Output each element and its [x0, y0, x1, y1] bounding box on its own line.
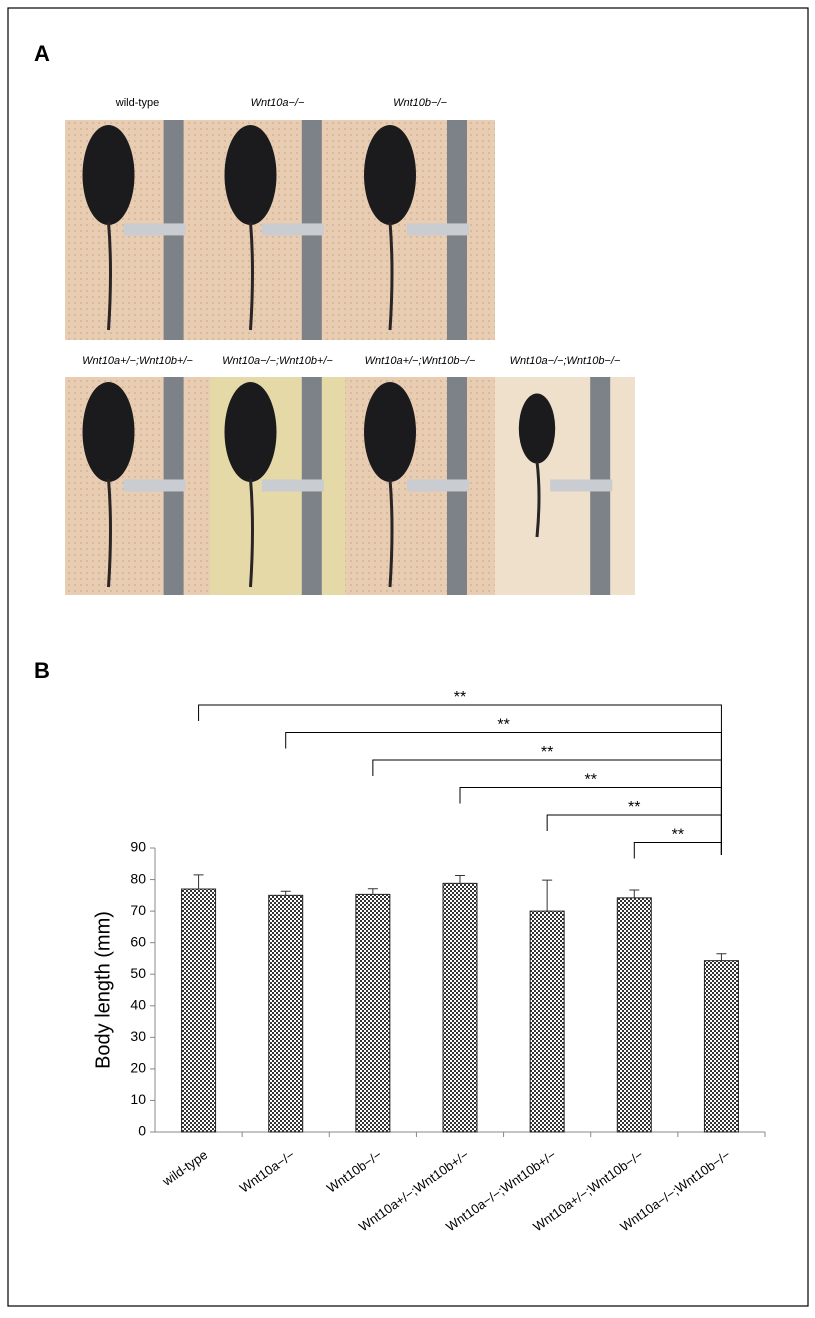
panel-label: B	[34, 658, 50, 683]
significance-bracket	[460, 788, 721, 856]
mouse-body	[364, 382, 416, 482]
y-axis-label: Body length (mm)	[92, 911, 114, 1069]
caliper	[407, 223, 469, 235]
figure: A B wild-type Wnt10a−/− Wnt10b−/− Wnt10a+/−…	[0, 0, 815, 1313]
caliper	[262, 223, 324, 235]
panel-label: A	[34, 41, 50, 66]
mouse-body	[364, 125, 416, 225]
x-tick-label: Wnt10a−/−	[237, 1147, 298, 1196]
bar	[443, 883, 477, 1132]
bar	[617, 898, 651, 1132]
y-tick-label: 30	[130, 1028, 146, 1044]
significance-label: **	[672, 827, 684, 844]
error-bar	[629, 890, 639, 898]
error-bar	[368, 889, 378, 895]
x-tick-label: wild-type	[159, 1147, 210, 1189]
photo-label: Wnt10b−/−	[393, 97, 447, 109]
y-tick-label: 10	[130, 1091, 146, 1107]
bar	[269, 895, 303, 1132]
photo-label: Wnt10a+/−;Wnt10b+/−	[82, 355, 193, 367]
error-bar	[281, 891, 291, 895]
mouse-body	[519, 394, 555, 464]
photo-label: wild-type	[115, 97, 159, 109]
y-tick-label: 40	[130, 996, 146, 1012]
bar	[704, 961, 738, 1132]
mouse-body	[83, 125, 135, 225]
photo-label: Wnt10a+/−;Wnt10b−/−	[365, 355, 476, 367]
significance-label: **	[454, 689, 466, 706]
caliper	[550, 479, 612, 491]
y-tick-label: 0	[138, 1123, 146, 1139]
significance-bracket	[286, 733, 722, 856]
mouse-body	[225, 125, 277, 225]
bar	[356, 894, 390, 1132]
photo-label: Wnt10a−/−	[251, 97, 305, 109]
error-bar	[542, 880, 552, 911]
photo-label: Wnt10a−/−;Wnt10b+/−	[222, 355, 333, 367]
bar	[530, 911, 564, 1132]
caliper	[262, 479, 324, 491]
y-tick-label: 20	[130, 1060, 146, 1076]
mouse-body	[225, 382, 277, 482]
error-bar	[455, 875, 465, 883]
caliper	[407, 479, 469, 491]
mouse-body	[83, 382, 135, 482]
photo-label: Wnt10a−/−;Wnt10b−/−	[510, 355, 621, 367]
significance-bracket	[634, 843, 721, 859]
photo-panel: wild-type Wnt10a−/− Wnt10b−/− Wnt10a+/−;Wnt…	[65, 97, 635, 595]
chart: 0 10 20 30 40 50 60 70 80 90 Body length (mm) wild-…	[92, 689, 765, 1234]
x-tick-label: Wnt10b−/−	[324, 1147, 385, 1196]
y-tick-label: 50	[130, 965, 146, 981]
significance-bracket	[199, 705, 722, 855]
error-bar	[716, 954, 726, 961]
y-tick-label: 90	[130, 839, 146, 855]
caliper	[124, 223, 186, 235]
y-tick-label: 60	[130, 933, 146, 949]
caliper	[124, 479, 186, 491]
significance-bracket	[373, 760, 722, 855]
y-tick-label: 80	[130, 870, 146, 886]
bar	[182, 889, 216, 1132]
error-bar	[194, 875, 204, 889]
significance-label: **	[541, 744, 553, 761]
significance-label: **	[628, 799, 640, 816]
significance-label: **	[584, 772, 596, 789]
significance-label: **	[497, 717, 509, 734]
y-tick-label: 70	[130, 902, 146, 918]
